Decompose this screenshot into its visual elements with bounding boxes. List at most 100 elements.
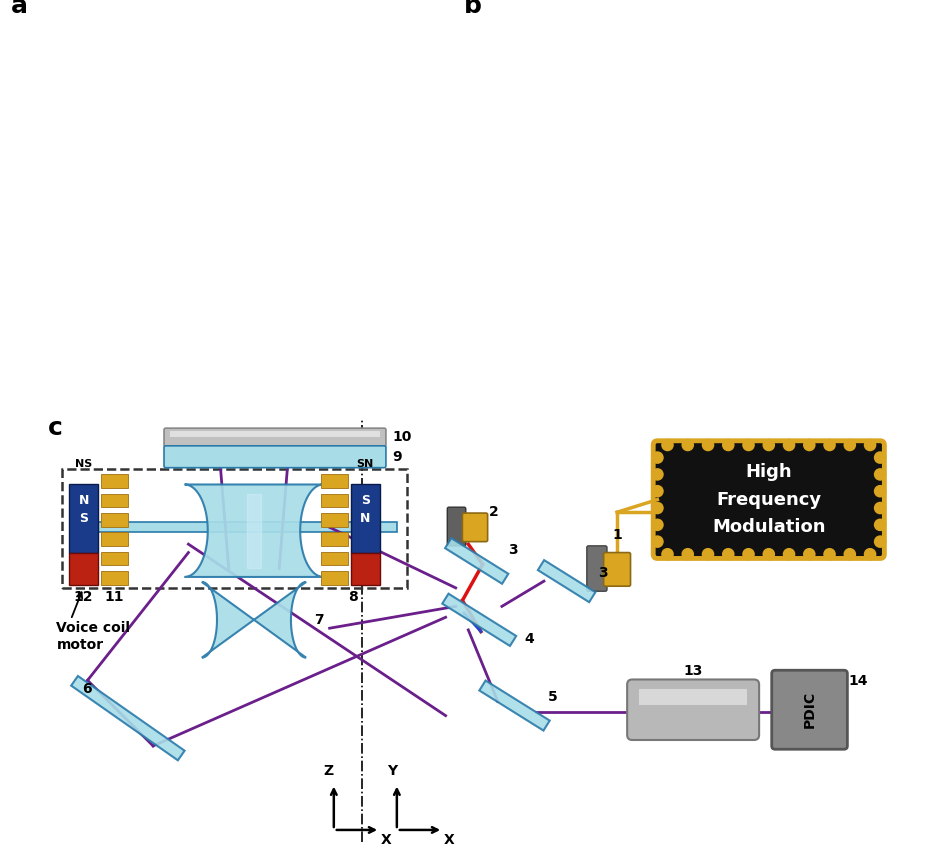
Text: 10: 10 (393, 430, 412, 445)
Circle shape (782, 548, 795, 560)
Text: 13: 13 (683, 664, 702, 678)
Text: Z: Z (324, 764, 333, 778)
Circle shape (873, 536, 885, 548)
Bar (321, 571, 347, 584)
Circle shape (701, 439, 714, 452)
Circle shape (822, 548, 835, 560)
Circle shape (873, 518, 885, 531)
Bar (321, 552, 347, 565)
Text: N: N (78, 494, 89, 507)
Circle shape (721, 548, 733, 560)
Circle shape (661, 548, 673, 560)
Text: N: N (360, 512, 370, 524)
Text: 4: 4 (524, 632, 533, 645)
Bar (69, 483, 98, 553)
Text: NS: NS (76, 458, 93, 469)
Circle shape (843, 548, 855, 560)
Circle shape (661, 439, 673, 452)
Bar (638, 688, 747, 704)
Bar (101, 552, 127, 565)
Text: Frequency: Frequency (716, 490, 820, 508)
Circle shape (843, 439, 855, 452)
Circle shape (873, 468, 885, 481)
Text: 6: 6 (81, 681, 92, 696)
Text: SN: SN (356, 458, 374, 469)
Circle shape (863, 548, 875, 560)
Text: c: c (48, 416, 63, 440)
Circle shape (762, 439, 774, 452)
Circle shape (873, 501, 885, 514)
Text: 3: 3 (598, 566, 608, 579)
Bar (101, 513, 127, 526)
Circle shape (701, 548, 714, 560)
Bar (101, 571, 127, 584)
Bar (321, 475, 347, 488)
Text: 3: 3 (507, 543, 517, 557)
Circle shape (762, 548, 774, 560)
Circle shape (822, 439, 835, 452)
Circle shape (650, 501, 663, 514)
Circle shape (650, 485, 663, 498)
FancyBboxPatch shape (652, 440, 884, 559)
Text: X: X (380, 833, 391, 848)
Text: Modulation: Modulation (711, 518, 825, 536)
Circle shape (650, 452, 663, 464)
Text: 7: 7 (314, 613, 324, 626)
Bar (101, 532, 127, 546)
Polygon shape (184, 484, 323, 577)
Circle shape (721, 439, 733, 452)
Circle shape (741, 439, 754, 452)
FancyBboxPatch shape (586, 546, 606, 591)
Bar (350, 553, 379, 584)
Bar (69, 553, 98, 584)
Circle shape (650, 468, 663, 481)
FancyBboxPatch shape (603, 553, 630, 586)
Text: Y: Y (386, 764, 396, 778)
Circle shape (863, 439, 875, 452)
Text: 2: 2 (489, 506, 498, 519)
Bar (170, 431, 379, 437)
Polygon shape (71, 676, 184, 760)
Circle shape (681, 439, 693, 452)
Text: S: S (361, 494, 369, 507)
Polygon shape (537, 560, 595, 602)
Polygon shape (442, 594, 515, 646)
Text: 12: 12 (74, 590, 93, 603)
Text: b: b (463, 0, 480, 18)
FancyBboxPatch shape (771, 670, 847, 749)
FancyBboxPatch shape (164, 428, 385, 446)
Text: 11: 11 (105, 590, 124, 603)
Circle shape (650, 536, 663, 548)
Circle shape (650, 518, 663, 531)
FancyBboxPatch shape (462, 513, 487, 542)
Circle shape (873, 485, 885, 498)
Circle shape (782, 439, 795, 452)
Text: 8: 8 (347, 590, 358, 603)
Text: PDIC: PDIC (801, 692, 816, 728)
FancyBboxPatch shape (447, 507, 465, 546)
Text: High: High (745, 464, 791, 482)
Polygon shape (445, 538, 508, 584)
Polygon shape (202, 582, 306, 657)
Bar (101, 475, 127, 488)
Circle shape (802, 548, 815, 560)
Bar (321, 494, 347, 507)
Text: a: a (10, 0, 27, 18)
Text: Voice coil
motor: Voice coil motor (57, 621, 130, 651)
Bar (101, 494, 127, 507)
Circle shape (681, 548, 693, 560)
Bar (98, 522, 396, 532)
Text: S: S (79, 512, 88, 524)
Text: 14: 14 (848, 674, 867, 687)
FancyBboxPatch shape (164, 446, 385, 468)
FancyBboxPatch shape (627, 680, 758, 740)
Text: 9: 9 (393, 450, 402, 464)
Bar (321, 513, 347, 526)
Circle shape (802, 439, 815, 452)
Text: X: X (443, 833, 454, 848)
Bar (350, 483, 379, 553)
Bar (62, 469, 407, 588)
Text: 5: 5 (548, 690, 557, 704)
Circle shape (873, 452, 885, 464)
Circle shape (741, 548, 754, 560)
